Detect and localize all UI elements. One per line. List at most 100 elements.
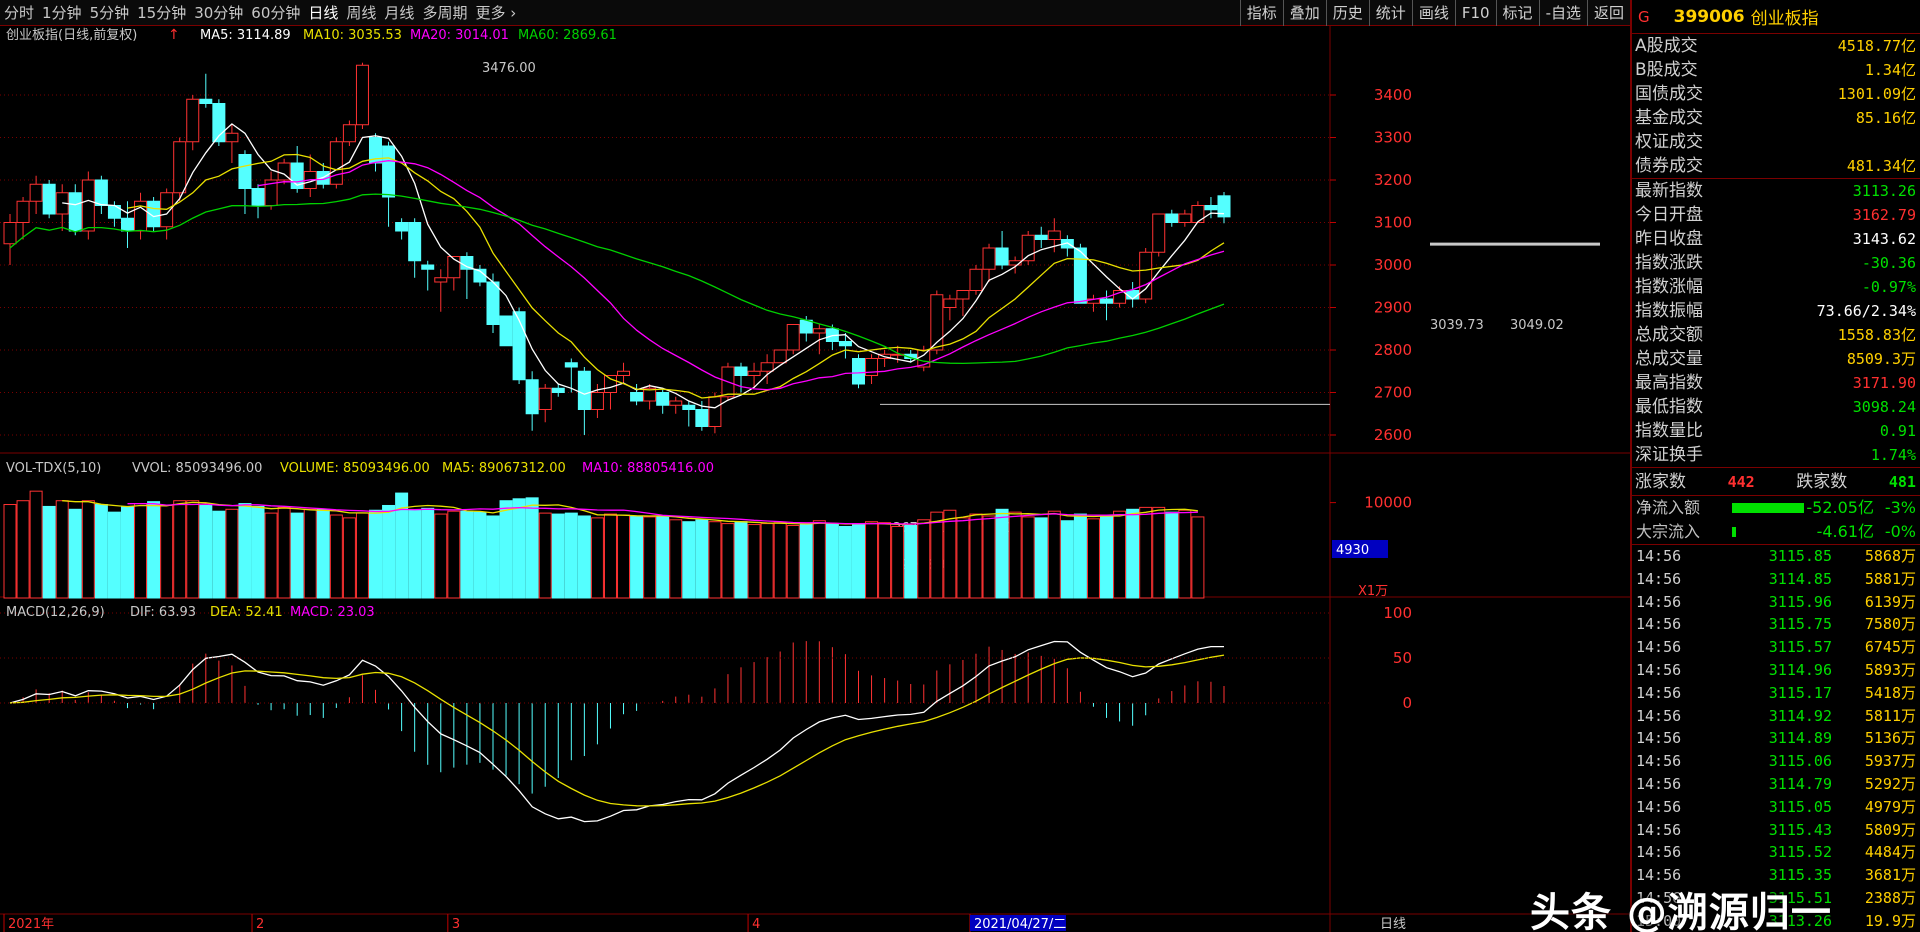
candle-body	[408, 222, 422, 262]
legend-label: MA10: 3035.53	[303, 28, 402, 43]
tick-time: 14:56	[1636, 592, 1682, 611]
candle-body	[525, 379, 539, 415]
volume-bar	[81, 500, 95, 599]
tick-time: 14:56	[1636, 638, 1682, 657]
tick-row: 14:56 3114.92 5811万	[1632, 705, 1920, 728]
period-tab-2[interactable]: 5分钟	[89, 4, 130, 22]
tick-row: 14:56 3114.79 5292万	[1632, 773, 1920, 796]
candle	[1060, 235, 1074, 257]
candle-body	[186, 98, 200, 143]
tick-time: 14:56	[1636, 569, 1682, 588]
turnover-label: 权证成交	[1635, 132, 1703, 152]
candle-body	[3, 222, 17, 245]
tick-row: 14:56 3115.57 6745万	[1632, 636, 1920, 659]
up-arrow-icon: ↑	[168, 27, 180, 43]
volume-bar	[969, 513, 983, 599]
candle	[590, 384, 604, 418]
tick-list[interactable]: 14:56 3115.85 5868万 14:56 3114.85 5881万 14:56 3…	[1632, 545, 1920, 932]
vol-legend-label: VOLUME: 85093496.00	[280, 461, 430, 476]
toolbar-button-0[interactable]: 指标	[1239, 0, 1283, 26]
candle-body	[1008, 260, 1022, 266]
tick-price: 3113.26	[1768, 911, 1832, 930]
volume-bar	[721, 523, 735, 599]
turnover-row: 国债成交 1301.09亿	[1632, 82, 1920, 106]
index-stat-row: 指数涨跌 -30.36	[1632, 251, 1920, 275]
candle	[1034, 226, 1048, 248]
flag-badge: G	[1638, 7, 1650, 26]
toolbar-button-2[interactable]: 历史	[1325, 0, 1369, 26]
candle	[577, 367, 591, 435]
candle	[199, 73, 213, 108]
tick-volume: 5937万	[1864, 752, 1916, 771]
chart-area[interactable]: 2600 2700 2800 2900 3000 3100 3200 3300 3400 3476…	[0, 26, 1630, 932]
vol-legend-label: MA5: 89067312.00	[442, 461, 566, 476]
toolbar-button-6[interactable]: 标记	[1495, 0, 1539, 26]
index-stat-label: 最低指数	[1635, 397, 1703, 417]
period-tab-5[interactable]: 60分钟	[251, 4, 301, 22]
candle	[434, 269, 448, 312]
candle-body	[212, 103, 226, 143]
period-tab-1[interactable]: 1分钟	[42, 4, 82, 22]
tick-price: 3115.05	[1768, 797, 1832, 816]
volume-bar	[1100, 514, 1114, 599]
candle	[682, 401, 696, 427]
toolbar-button-4[interactable]: 画线	[1411, 0, 1455, 26]
candle	[251, 184, 265, 219]
period-tab-4[interactable]: 30分钟	[194, 4, 244, 22]
candle-body	[995, 247, 1009, 266]
candle	[94, 175, 108, 214]
high-annotation: 3476.00	[482, 61, 536, 76]
range-annotation: 3049.02	[1510, 318, 1564, 333]
period-toolbar: 分时 1分钟 5分钟 15分钟 30分钟 60分钟 日线 周线 月线 多周期 更多 › 指标 叠加历…	[0, 0, 1630, 26]
period-tab-7[interactable]: 周线	[346, 4, 377, 22]
candle	[786, 324, 800, 355]
volume-bar	[42, 505, 56, 599]
tick-price: 3114.85	[1768, 569, 1832, 588]
candle-body	[1126, 290, 1140, 300]
tick-time: 14:56	[1636, 774, 1682, 793]
candle-body	[1152, 213, 1166, 253]
tick-row: 14:56 3115.52 4484万	[1632, 841, 1920, 864]
candle	[1073, 243, 1087, 304]
period-tab-6[interactable]: 日线	[308, 4, 339, 22]
volume-bar	[186, 500, 200, 599]
fund-flow-row: 大宗流入 -4.61亿 -0%	[1632, 520, 1920, 544]
price-tick-label: 3200	[1374, 171, 1412, 189]
volume-bar	[1086, 518, 1100, 599]
macd-legend-label: MACD(12,26,9)	[6, 605, 105, 620]
toolbar-button-3[interactable]: 统计	[1368, 0, 1412, 26]
candle-body	[851, 358, 865, 385]
candle-body	[68, 192, 82, 232]
tick-row: 14:56 3114.89 5136万	[1632, 727, 1920, 750]
toolbar-button-7[interactable]: -自选	[1538, 0, 1587, 26]
price-tick-label: 2600	[1374, 426, 1412, 444]
fund-flow-section: 净流入额 -52.05亿 -3% 大宗流入 -4.61亿 -0%	[1632, 496, 1920, 545]
volume-bar	[94, 504, 108, 599]
index-stat-value: 8509.3万	[1846, 350, 1916, 368]
candle	[1191, 201, 1205, 223]
tick-price: 3115.17	[1768, 683, 1832, 702]
volume-bar	[473, 511, 487, 599]
turnover-row: A股成交 4518.77亿	[1632, 34, 1920, 58]
more-periods-button[interactable]: 更多 ›	[471, 0, 520, 26]
toolbar-button-5[interactable]: F10	[1454, 0, 1496, 26]
volume-bar	[447, 510, 461, 599]
tick-volume: 7580万	[1864, 615, 1916, 634]
candle	[395, 218, 409, 240]
index-stat-value: 1.74%	[1870, 446, 1916, 464]
volume-bar	[199, 504, 213, 599]
period-tab-8[interactable]: 月线	[384, 4, 415, 22]
index-stat-value: 0.91	[1879, 422, 1916, 440]
candle	[1178, 209, 1192, 227]
period-tab-3[interactable]: 15分钟	[137, 4, 187, 22]
candle	[447, 256, 461, 291]
candle	[473, 265, 487, 287]
kline-svg[interactable]: 2600270028002900300031003200330034003476…	[0, 26, 1630, 932]
toolbar-button-1[interactable]: 叠加	[1282, 0, 1326, 26]
period-tab-0[interactable]: 分时	[4, 4, 35, 22]
candle	[421, 260, 435, 291]
toolbar-button-8[interactable]: 返回	[1586, 0, 1630, 26]
tick-volume: 3681万	[1864, 866, 1916, 885]
volume-bar	[1073, 513, 1087, 599]
period-tab-9[interactable]: 多周期	[422, 4, 468, 22]
